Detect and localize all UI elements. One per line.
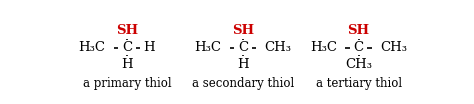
Text: H: H [121, 58, 133, 71]
Text: C: C [238, 41, 248, 54]
Text: a tertiary thiol: a tertiary thiol [316, 77, 401, 90]
Text: C: C [354, 41, 364, 54]
Text: H₃C: H₃C [310, 41, 337, 54]
Text: SH: SH [232, 24, 254, 37]
Text: SH: SH [347, 24, 370, 37]
Text: SH: SH [116, 24, 138, 37]
Text: a primary thiol: a primary thiol [83, 77, 172, 90]
Text: H: H [144, 41, 155, 54]
Text: a secondary thiol: a secondary thiol [192, 77, 294, 90]
Text: CH₃: CH₃ [345, 58, 372, 71]
Text: H: H [237, 58, 249, 71]
Text: H₃C: H₃C [194, 41, 221, 54]
Text: H₃C: H₃C [78, 41, 105, 54]
Text: C: C [122, 41, 132, 54]
Text: CH₃: CH₃ [381, 41, 408, 54]
Text: CH₃: CH₃ [264, 41, 292, 54]
